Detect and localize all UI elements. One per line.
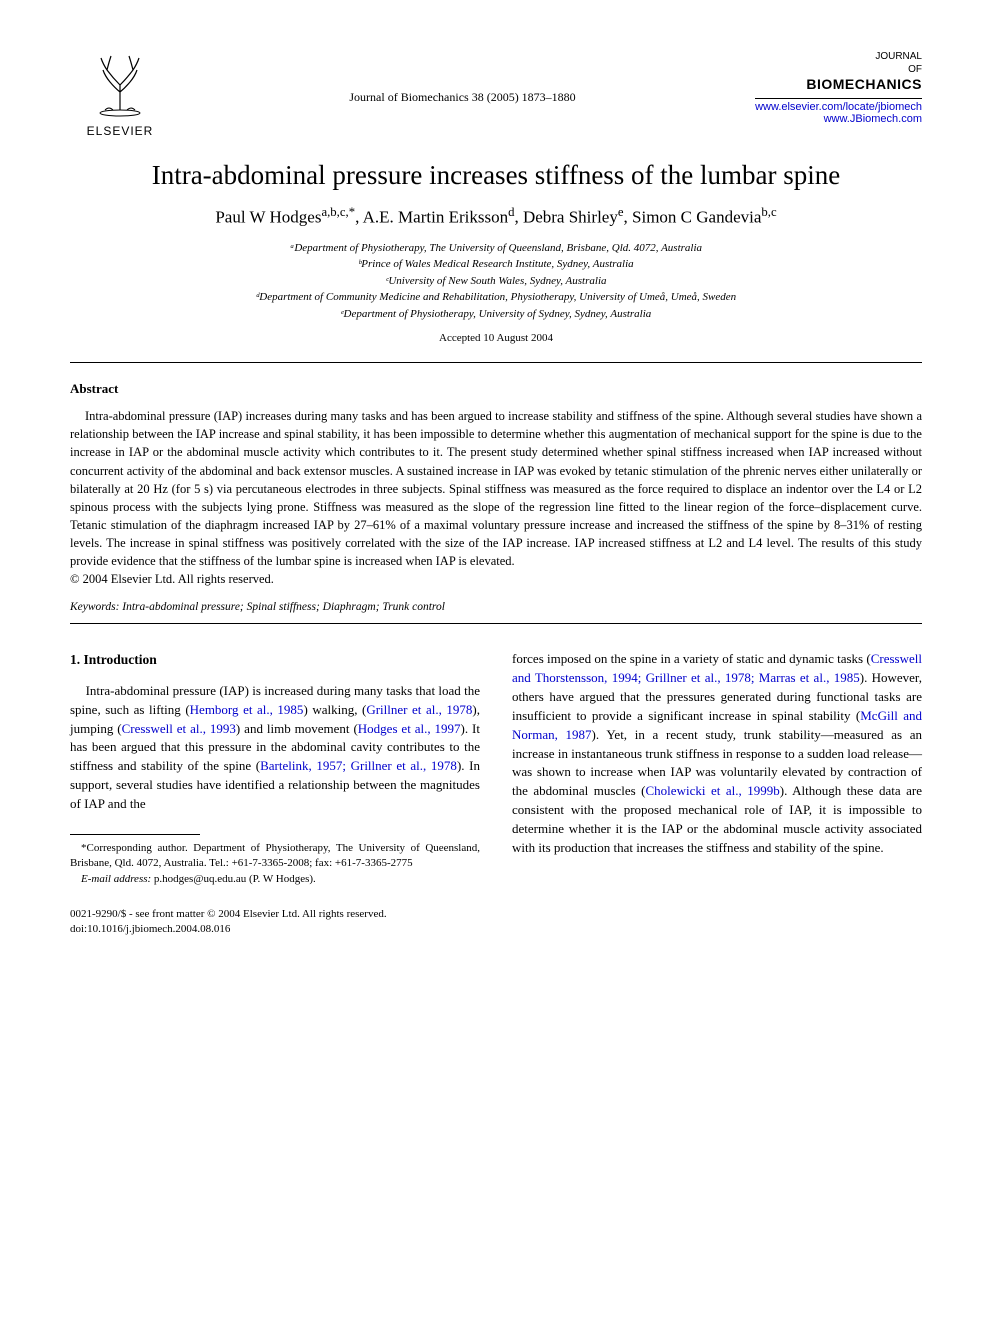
affiliation-a: ᵃDepartment of Physiotherapy, The Univer…	[70, 240, 922, 257]
right-column: forces imposed on the spine in a variety…	[512, 650, 922, 937]
journal-small-2: OF	[755, 63, 922, 76]
journal-title-block: JOURNAL OF BIOMECHANICS www.elsevier.com…	[755, 50, 922, 125]
intro-para-right: forces imposed on the spine in a variety…	[512, 650, 922, 857]
affiliation-d: ᵈDepartment of Community Medicine and Re…	[70, 289, 922, 306]
email-label: E-mail address:	[81, 873, 151, 885]
header-row: ELSEVIER Journal of Biomechanics 38 (200…	[70, 50, 922, 138]
affiliations: ᵃDepartment of Physiotherapy, The Univer…	[70, 240, 922, 323]
abstract-heading: Abstract	[70, 381, 922, 397]
journal-links: www.elsevier.com/locate/jbiomech www.JBi…	[755, 101, 922, 125]
page-container: ELSEVIER Journal of Biomechanics 38 (200…	[0, 0, 992, 988]
publisher-logo-block: ELSEVIER	[70, 50, 170, 138]
body-columns: 1. Introduction Intra-abdominal pressure…	[70, 650, 922, 937]
abstract-rule-top	[70, 362, 922, 363]
intro-heading: 1. Introduction	[70, 650, 480, 670]
affiliation-c: ᶜUniversity of New South Wales, Sydney, …	[70, 273, 922, 290]
corresponding-author-footnote: *Corresponding author. Department of Phy…	[70, 841, 480, 872]
footnote-rule	[70, 834, 200, 835]
elsevier-tree-icon	[85, 50, 155, 120]
affiliation-b: ᵇPrince of Wales Medical Research Instit…	[70, 256, 922, 273]
abstract-rule-bottom	[70, 623, 922, 624]
journal-divider	[755, 98, 922, 99]
journal-reference: Journal of Biomechanics 38 (2005) 1873–1…	[170, 50, 755, 105]
intro-para-left: Intra-abdominal pressure (IAP) is increa…	[70, 682, 480, 814]
email-address: p.hodges@uq.edu.au (P. W Hodges).	[154, 873, 316, 885]
affiliation-e: ᵉDepartment of Physiotherapy, University…	[70, 306, 922, 323]
keywords: Keywords: Intra-abdominal pressure; Spin…	[70, 601, 922, 613]
journal-link-2[interactable]: www.JBiomech.com	[824, 113, 922, 125]
accepted-date: Accepted 10 August 2004	[70, 332, 922, 344]
journal-name: BIOMECHANICS	[755, 76, 922, 92]
left-column: 1. Introduction Intra-abdominal pressure…	[70, 650, 480, 937]
issn-line: 0021-9290/$ - see front matter © 2004 El…	[70, 907, 480, 922]
authors: Paul W Hodgesa,b,c,*, A.E. Martin Erikss…	[70, 205, 922, 228]
abstract-copyright: © 2004 Elsevier Ltd. All rights reserved…	[70, 572, 922, 587]
journal-small-1: JOURNAL	[755, 50, 922, 63]
doi-line: doi:10.1016/j.jbiomech.2004.08.016	[70, 922, 480, 937]
publisher-name: ELSEVIER	[87, 124, 154, 138]
abstract-body: Intra-abdominal pressure (IAP) increases…	[70, 407, 922, 570]
article-title: Intra-abdominal pressure increases stiff…	[70, 160, 922, 191]
email-footnote: E-mail address: p.hodges@uq.edu.au (P. W…	[70, 872, 480, 887]
journal-link-1[interactable]: www.elsevier.com/locate/jbiomech	[755, 101, 922, 113]
bottom-info: 0021-9290/$ - see front matter © 2004 El…	[70, 907, 480, 938]
